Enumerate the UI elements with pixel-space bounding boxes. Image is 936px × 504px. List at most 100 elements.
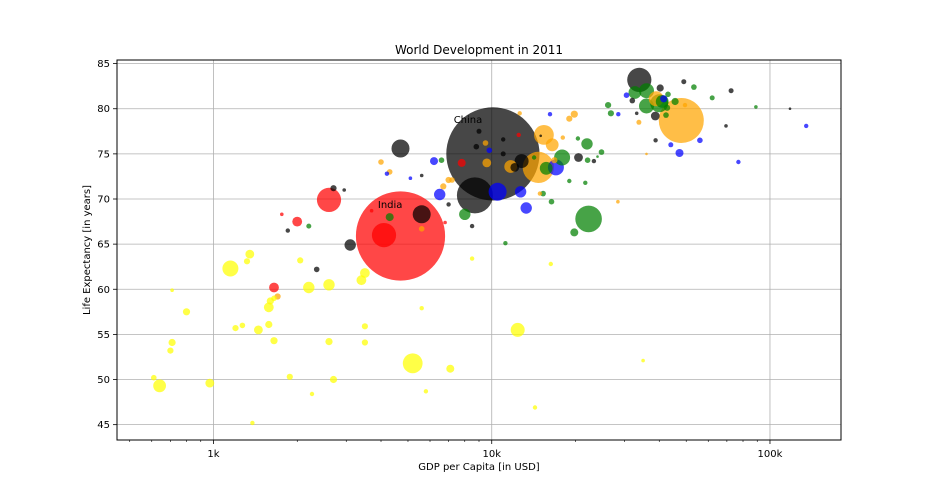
bubble-red (316, 187, 342, 212)
bubble-black (656, 84, 664, 92)
x-tick-label: 1k (207, 449, 219, 460)
bubble-red (457, 158, 466, 167)
bubble-black (501, 137, 506, 142)
bubble-black (285, 228, 290, 233)
bubble-yellow (303, 281, 315, 294)
bubble-black (574, 153, 583, 162)
bubble-green (575, 205, 602, 233)
bubble-blue (430, 157, 438, 166)
bubble-orange (636, 119, 642, 125)
bubble-blue (697, 137, 703, 144)
bubble-yellow (182, 308, 191, 316)
bubble-yellow (270, 337, 278, 345)
bubble-blue (804, 123, 809, 129)
bubble-green (754, 105, 758, 109)
bubble-black (510, 163, 520, 172)
bubble-black (724, 124, 728, 128)
bubble-green (385, 213, 394, 222)
bubble-black (412, 205, 431, 224)
bubble-orange (682, 102, 688, 108)
bubble-orange (440, 183, 447, 190)
bubble-yellow (286, 373, 293, 380)
bubble-green (596, 155, 599, 158)
bubble-orange (551, 157, 558, 164)
bubble-yellow (167, 347, 174, 354)
bubble-black (330, 185, 337, 192)
bubble-green (671, 97, 679, 106)
bubble-orange (449, 177, 455, 183)
bubble-black (344, 239, 356, 251)
bubble-red (292, 216, 303, 227)
bubble-green (539, 161, 553, 175)
bubble-blue (434, 188, 446, 201)
bubble-yellow (356, 275, 367, 286)
bubble-yellow (309, 391, 315, 397)
bubble-black (728, 88, 734, 94)
bubble-green (664, 104, 671, 111)
bubble-green (607, 110, 615, 117)
x-tick-label: 100k (758, 449, 783, 460)
bubble-green (663, 112, 669, 118)
x-tick-label: 10k (482, 449, 501, 460)
bubble-orange (570, 110, 578, 118)
bubble-orange (560, 135, 565, 140)
bubble-yellow (446, 364, 455, 373)
bubble-yellow (243, 258, 251, 265)
bubble-orange (522, 151, 554, 183)
bubble-black (446, 107, 540, 201)
bubble-blue (736, 159, 741, 165)
bubble-blue (486, 147, 493, 154)
x-axis-label: GDP per Capita [in USD] (418, 462, 539, 473)
bubble-orange (482, 158, 492, 168)
bubble-green (598, 149, 605, 155)
bubble-green (605, 102, 612, 109)
y-tick-label: 45 (97, 420, 110, 431)
bubble-green (503, 241, 508, 246)
bubble-blue (488, 182, 507, 201)
bubble-yellow (469, 256, 475, 261)
bubble-blue (384, 171, 390, 176)
bubble-blue (520, 202, 532, 214)
bubble-orange (566, 115, 573, 122)
bubble-yellow (361, 339, 368, 346)
bubble-orange (545, 138, 559, 152)
bubble-black (469, 223, 475, 229)
bubble-orange (645, 152, 648, 156)
bubble-green (691, 84, 697, 90)
bubble-black (634, 111, 639, 116)
annotation-label: India (378, 200, 403, 211)
bubble-yellow (419, 306, 424, 311)
bubble-blue (668, 142, 674, 148)
bubble-black (473, 143, 480, 150)
bubble-yellow (323, 279, 335, 291)
bubble-red (269, 282, 279, 293)
bubble-blue (675, 149, 684, 157)
bubble-yellow (232, 325, 239, 332)
bubble-orange (482, 140, 489, 146)
bubble-black (653, 138, 658, 143)
y-tick-label: 70 (97, 195, 110, 206)
bubble-black (419, 173, 424, 178)
bubble-red (280, 212, 284, 217)
bubble-yellow (297, 257, 304, 264)
bubble-blue (616, 112, 621, 117)
bubble-green (306, 223, 312, 229)
y-tick-label: 55 (97, 330, 110, 341)
y-tick-label: 85 (97, 59, 110, 70)
bubble-yellow (205, 378, 215, 388)
chart-title: World Development in 2011 (395, 43, 563, 57)
bubble-black (313, 266, 320, 273)
bubble-red (371, 223, 397, 248)
bubble-black (629, 97, 636, 104)
bubble-yellow (271, 295, 277, 302)
bubble-green (438, 157, 445, 163)
bubble-black (446, 202, 451, 207)
bubble-yellow (329, 375, 338, 384)
bubble-black (456, 177, 493, 214)
bubble-yellow (510, 322, 525, 337)
bubble-red (516, 132, 521, 138)
bubble-orange (537, 191, 543, 196)
bubble-green (584, 157, 591, 163)
bubble-black (476, 128, 482, 134)
bubble-yellow (402, 353, 423, 374)
